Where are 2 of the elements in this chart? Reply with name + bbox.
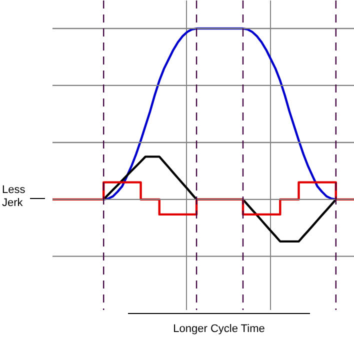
text: Less Jerk — [2, 184, 26, 210]
text: Longer Cycle Time — [128, 313, 310, 338]
